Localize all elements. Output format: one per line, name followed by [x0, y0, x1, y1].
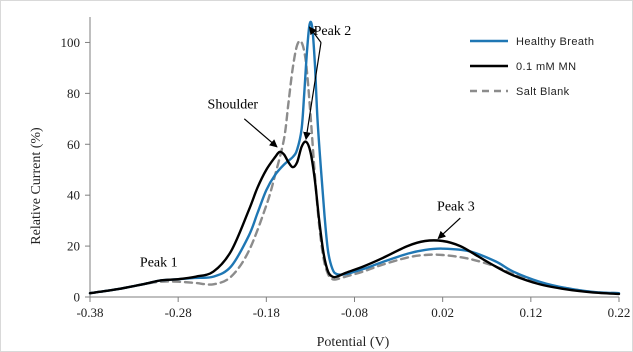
x-tick-label: -0.08: [341, 305, 368, 320]
y-tick-label: 20: [67, 239, 80, 254]
y-tick-label: 40: [67, 188, 80, 203]
x-tick-label: 0.22: [608, 305, 631, 320]
annotations: Peak 1 Shoulder Peak 2 Peak 3: [140, 24, 475, 271]
legend: Healthy Breath 0.1 mM MN Salt Blank: [470, 36, 594, 98]
annotation-arrow: [437, 217, 461, 240]
axes: -0.38 -0.28 -0.18 -0.08 0.02 0.12 0.22 0 20 40 60 8…: [61, 17, 631, 320]
y-tick-label: 60: [67, 137, 80, 152]
annotation-arrow: [308, 26, 322, 43]
annotation-label: Shoulder: [208, 98, 259, 113]
y-axis-title: Relative Current (%): [29, 127, 44, 245]
annotation-label: Peak 2: [314, 24, 352, 39]
x-tick-label: 0.02: [431, 305, 454, 320]
annotation-label: Peak 1: [140, 255, 178, 270]
legend-label: Healthy Breath: [516, 36, 594, 48]
x-tick-label: -0.28: [165, 305, 192, 320]
y-tick-label: 100: [61, 35, 81, 50]
series-line-healthy-breath: [88, 20, 621, 295]
annotation-arrow: [243, 118, 278, 148]
series-lines: [88, 20, 621, 296]
x-axis-title: Potential (V): [317, 335, 390, 350]
annotation-label: Peak 3: [437, 199, 475, 214]
legend-label: 0.1 mM MN: [516, 61, 576, 73]
y-tick-label: 0: [74, 290, 81, 305]
x-tick-label: 0.12: [519, 305, 542, 320]
annotation-arrow: [303, 42, 322, 141]
x-tick-label: -0.38: [76, 305, 103, 320]
legend-label: Salt Blank: [516, 86, 570, 98]
x-tick-label: -0.18: [253, 305, 280, 320]
y-tick-label: 80: [67, 86, 80, 101]
series-line-0-1-mm-mn: [88, 140, 621, 296]
